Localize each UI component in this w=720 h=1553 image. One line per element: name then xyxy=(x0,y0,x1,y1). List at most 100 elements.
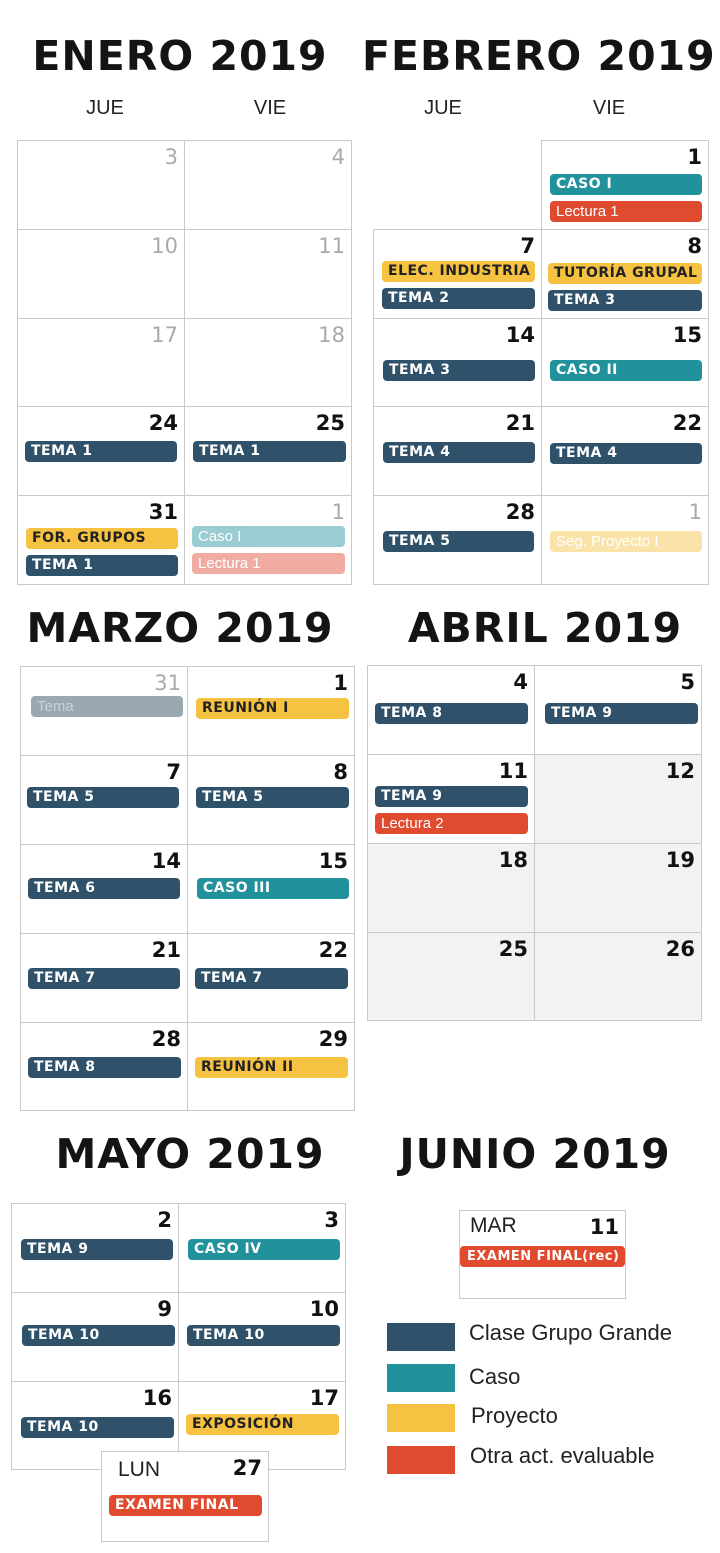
day-cell[interactable]: 1 CASO I Lectura 1 xyxy=(541,140,709,230)
day-cell[interactable]: 5 TEMA 9 xyxy=(534,665,702,755)
day-of-week-label: MAR xyxy=(470,1214,517,1237)
day-cell[interactable]: 22 TEMA 7 xyxy=(187,933,355,1023)
day-cell[interactable]: 4 xyxy=(184,140,352,230)
event-clase-grupo-grande[interactable]: TEMA 7 xyxy=(28,968,180,989)
event-otra-act[interactable]: Lectura 2 xyxy=(375,813,528,834)
event-clase-grupo-grande[interactable]: TEMA 8 xyxy=(375,703,528,724)
day-cell[interactable]: 9 TEMA 10 xyxy=(11,1292,179,1382)
event-clase-grupo-grande[interactable]: TEMA 10 xyxy=(21,1417,174,1438)
day-number: 19 xyxy=(665,848,695,872)
day-number: 22 xyxy=(318,938,348,962)
event-clase-grupo-grande[interactable]: TEMA 1 xyxy=(25,441,177,462)
day-cell[interactable]: 26 xyxy=(534,932,702,1021)
event-clase-grupo-grande[interactable]: TEMA 9 xyxy=(545,703,698,724)
day-cell[interactable]: 3 xyxy=(17,140,185,230)
day-cell[interactable]: 25 xyxy=(367,932,535,1021)
day-cell[interactable]: 15 CASO III xyxy=(187,844,355,934)
event-caso[interactable]: CASO IV xyxy=(188,1239,340,1260)
day-cell[interactable]: 25 TEMA 1 xyxy=(184,406,352,496)
event-proyecto[interactable]: FOR. GRUPOS xyxy=(26,528,178,549)
legend-swatch-clase-grupo-grande xyxy=(387,1323,455,1351)
day-number: 11 xyxy=(589,1215,619,1239)
day-cell[interactable]: 18 xyxy=(184,318,352,408)
day-number: 17 xyxy=(309,1386,339,1410)
event-clase-grupo-grande[interactable]: TEMA 2 xyxy=(382,288,535,309)
day-cell[interactable]: 31 FOR. GRUPOS TEMA 1 xyxy=(17,495,185,585)
event-otra-act[interactable]: Lectura 1 xyxy=(192,553,345,574)
event-otra-act[interactable]: EXAMEN FINAL(rec) xyxy=(460,1246,625,1267)
day-number: 11 xyxy=(498,759,528,783)
event-proyecto[interactable]: EXPOSICIÓN xyxy=(186,1414,339,1435)
day-cell[interactable]: 24 TEMA 1 xyxy=(17,406,185,496)
event-otra-act[interactable]: EXAMEN FINAL xyxy=(109,1495,262,1516)
day-cell[interactable]: 14 TEMA 3 xyxy=(373,318,542,407)
day-cell[interactable]: 17 xyxy=(17,318,185,408)
day-number: 18 xyxy=(318,323,345,347)
day-cell[interactable]: 15 CASO II xyxy=(541,318,709,407)
event-clase-grupo-grande[interactable]: TEMA 5 xyxy=(196,787,349,808)
event-tema[interactable]: Tema xyxy=(31,696,183,717)
legend-swatch-caso xyxy=(387,1364,455,1392)
event-clase-grupo-grande[interactable]: TEMA 5 xyxy=(27,787,179,808)
day-cell[interactable]: 31 Tema xyxy=(20,666,188,756)
event-proyecto[interactable]: TUTORÍA GRUPAL xyxy=(548,263,702,284)
day-cell[interactable]: 28 TEMA 8 xyxy=(20,1022,188,1111)
event-proyecto[interactable]: ELEC. INDUSTRIA xyxy=(382,261,535,282)
day-cell[interactable]: 1 REUNIÓN I xyxy=(187,666,355,756)
day-cell[interactable]: 1 Caso I Lectura 1 xyxy=(184,495,352,585)
day-cell[interactable]: 29 REUNIÓN II xyxy=(187,1022,355,1111)
event-otra-act[interactable]: Lectura 1 xyxy=(550,201,702,222)
event-clase-grupo-grande[interactable]: TEMA 1 xyxy=(193,441,346,462)
day-cell[interactable]: 19 xyxy=(534,843,702,933)
day-cell[interactable]: LUN 27 EXAMEN FINAL xyxy=(101,1451,269,1542)
day-cell[interactable]: 18 xyxy=(367,843,535,933)
day-cell[interactable]: 10 xyxy=(17,229,185,319)
day-cell[interactable]: 1 Seg. Proyecto I xyxy=(541,495,709,585)
day-cell[interactable]: 10 TEMA 10 xyxy=(178,1292,346,1382)
event-caso[interactable]: CASO III xyxy=(197,878,349,899)
day-number: 28 xyxy=(151,1027,181,1051)
event-clase-grupo-grande[interactable]: TEMA 6 xyxy=(28,878,180,899)
day-cell[interactable]: 7 ELEC. INDUSTRIA TEMA 2 xyxy=(373,229,542,319)
event-clase-grupo-grande[interactable]: TEMA 3 xyxy=(548,290,702,311)
day-cell[interactable]: 11 TEMA 9 Lectura 2 xyxy=(367,754,535,844)
day-cell[interactable]: 7 TEMA 5 xyxy=(20,755,188,845)
event-proyecto[interactable]: REUNIÓN I xyxy=(196,698,349,719)
day-number: 25 xyxy=(315,411,345,435)
day-cell[interactable]: 21 TEMA 4 xyxy=(373,406,542,496)
day-cell[interactable]: 12 xyxy=(534,754,702,844)
event-caso[interactable]: Caso I xyxy=(192,526,345,547)
event-caso[interactable]: CASO I xyxy=(550,174,702,195)
day-cell[interactable]: MAR 11 EXAMEN FINAL(rec) xyxy=(459,1210,626,1299)
event-clase-grupo-grande[interactable]: TEMA 4 xyxy=(383,442,535,463)
day-cell[interactable]: 8 TUTORÍA GRUPAL TEMA 3 xyxy=(541,229,709,319)
day-cell[interactable]: 28 TEMA 5 xyxy=(373,495,542,585)
event-clase-grupo-grande[interactable]: TEMA 1 xyxy=(26,555,178,576)
event-clase-grupo-grande[interactable]: TEMA 5 xyxy=(383,531,534,552)
event-clase-grupo-grande[interactable]: TEMA 9 xyxy=(375,786,528,807)
day-number: 7 xyxy=(166,760,181,784)
day-number: 7 xyxy=(520,234,535,258)
event-proyecto[interactable]: Seg. Proyecto I xyxy=(550,531,702,552)
event-proyecto[interactable]: REUNIÓN II xyxy=(195,1057,348,1078)
day-number: 17 xyxy=(151,323,178,347)
event-caso[interactable]: CASO II xyxy=(550,360,702,381)
event-clase-grupo-grande[interactable]: TEMA 10 xyxy=(187,1325,340,1346)
day-cell[interactable]: 8 TEMA 5 xyxy=(187,755,355,845)
event-clase-grupo-grande[interactable]: TEMA 4 xyxy=(550,443,702,464)
event-clase-grupo-grande[interactable]: TEMA 7 xyxy=(195,968,348,989)
day-cell[interactable]: 4 TEMA 8 xyxy=(367,665,535,755)
event-clase-grupo-grande[interactable]: TEMA 10 xyxy=(22,1325,175,1346)
day-cell[interactable]: 11 xyxy=(184,229,352,319)
day-number: 9 xyxy=(157,1297,172,1321)
day-number: 1 xyxy=(687,145,702,169)
day-cell[interactable]: 14 TEMA 6 xyxy=(20,844,188,934)
day-cell[interactable]: 2 TEMA 9 xyxy=(11,1203,179,1293)
day-cell[interactable]: 21 TEMA 7 xyxy=(20,933,188,1023)
event-clase-grupo-grande[interactable]: TEMA 3 xyxy=(383,360,535,381)
day-cell[interactable]: 3 CASO IV xyxy=(178,1203,346,1293)
event-clase-grupo-grande[interactable]: TEMA 8 xyxy=(28,1057,181,1078)
day-number: 1 xyxy=(331,500,345,524)
event-clase-grupo-grande[interactable]: TEMA 9 xyxy=(21,1239,173,1260)
day-cell[interactable]: 22 TEMA 4 xyxy=(541,406,709,496)
